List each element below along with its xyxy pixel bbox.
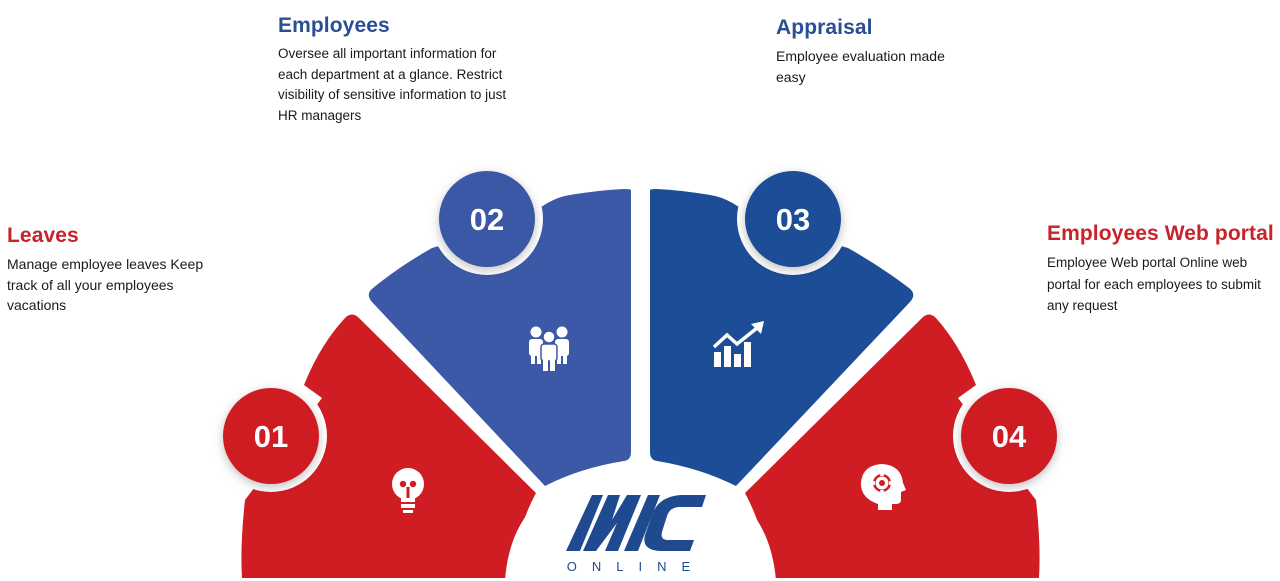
segment-03-number-badge: 03 (737, 163, 849, 275)
segment-03-description: Employee evaluation made easy (776, 48, 945, 85)
segment-02-info: Employees Oversee all important informat… (278, 14, 528, 126)
segment-01-number: 01 (254, 419, 288, 454)
segment-01-number-badge: 01 (215, 380, 327, 492)
segment-02-description: Oversee all important information for ea… (278, 46, 507, 123)
segment-02-number-badge: 02 (431, 163, 543, 275)
segment-01-title: Leaves (7, 224, 79, 247)
segment-01-description: Manage employee leaves Keep track of all… (7, 256, 204, 313)
lightbulb-icon (392, 468, 424, 513)
segment-04-info: Employees Web portal Employee Web portal… (1047, 222, 1279, 317)
segment-02-title: Employees (278, 14, 390, 37)
segment-04-shape (745, 314, 1040, 578)
segment-01-shape (241, 314, 536, 578)
logo-c-letter (644, 495, 706, 551)
segment-03-shape (650, 189, 914, 486)
segment-04-number-badge: 04 (953, 380, 1065, 492)
growth-chart-icon (712, 321, 764, 367)
segment-03-number: 03 (776, 202, 810, 237)
segment-02-number: 02 (470, 202, 504, 237)
gear-head-icon (860, 464, 906, 510)
logo-m-stroke-3 (624, 495, 660, 551)
segment-04-description: Employee Web portal Online web portal fo… (1047, 255, 1261, 313)
segment-03-info: Appraisal Employee evaluation made easy (776, 16, 966, 87)
logo-m-stroke-1 (566, 495, 603, 551)
logo-subtext: ONLINE (567, 559, 705, 574)
logo-m-stroke-2 (583, 495, 641, 551)
segment-04-title: Employees Web portal (1047, 222, 1274, 245)
mc-online-logo: ONLINE (566, 495, 706, 574)
segment-03-title: Appraisal (776, 16, 873, 39)
segment-02-shape (368, 189, 631, 486)
segment-04-number: 04 (992, 419, 1027, 454)
segment-01-info: Leaves Manage employee leaves Keep track… (7, 224, 232, 316)
people-group-icon (529, 326, 569, 371)
